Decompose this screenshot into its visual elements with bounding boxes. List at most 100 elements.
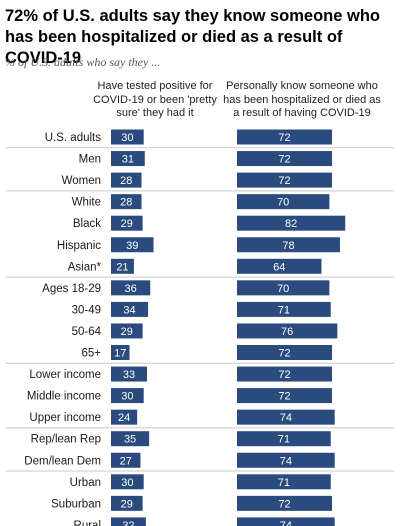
series-header-tested-positive: Have tested positive for COVID-19 or bee… (93, 80, 217, 119)
category-label-upper-income: Upper income (29, 412, 101, 424)
value-label-s2-women: 72 (278, 175, 290, 187)
category-label-ages-18-29: Ages 18-29 (42, 283, 101, 295)
bar-s2-men (237, 151, 333, 167)
bar-s1-white (111, 194, 142, 210)
bar-s2-middle-income (237, 388, 333, 404)
value-label-s1-dem-lean-dem: 27 (120, 455, 132, 467)
bar-s2-30-49 (237, 301, 331, 317)
value-label-s1-hispanic: 39 (126, 240, 138, 252)
value-label-s1-rep-lean-rep: 35 (124, 434, 136, 446)
value-label-s1-asian: 21 (116, 261, 128, 273)
category-label-dem-lean-dem: Dem/lean Dem (24, 455, 101, 467)
value-label-s2-50-64: 76 (281, 326, 293, 338)
bar-s1-rep-lean-rep (111, 431, 150, 447)
value-label-s2-men: 72 (278, 154, 290, 166)
bar-s1-50-64 (111, 323, 143, 339)
bar-s2-upper-income (237, 409, 335, 425)
value-label-s2-u-s-adults: 72 (278, 132, 290, 144)
bar-s1-suburban (111, 495, 143, 511)
value-label-s1-ages-18-29: 36 (124, 283, 136, 295)
value-label-s1-65: 17 (114, 348, 126, 360)
value-label-s2-upper-income: 74 (280, 412, 292, 424)
bar-s2-women (237, 172, 333, 188)
category-label-women: Women (62, 175, 101, 187)
bar-s1-65 (111, 345, 130, 360)
value-label-s2-middle-income: 72 (278, 391, 290, 403)
value-label-s2-lower-income: 72 (278, 369, 290, 381)
category-label-rep-lean-rep: Rep/lean Rep (31, 434, 101, 446)
bar-s2-u-s-adults (237, 129, 333, 145)
value-label-s2-hispanic: 78 (282, 240, 294, 252)
value-label-s1-rural: 32 (122, 520, 134, 526)
category-label-black: Black (73, 218, 101, 230)
value-label-s1-50-64: 29 (121, 326, 133, 338)
category-label-middle-income: Middle income (27, 391, 101, 403)
category-label-urban: Urban (70, 477, 101, 489)
value-label-s1-upper-income: 24 (118, 412, 130, 424)
value-label-s1-black: 29 (121, 218, 133, 230)
bar-s1-30-49 (111, 301, 149, 317)
bar-s1-dem-lean-dem (111, 452, 141, 468)
value-label-s2-rural: 74 (280, 520, 292, 526)
bar-s2-65 (237, 345, 333, 360)
category-label-white: White (72, 197, 101, 209)
bar-s2-dem-lean-dem (237, 452, 335, 468)
value-label-s1-middle-income: 30 (121, 391, 133, 403)
category-label-men: Men (79, 154, 101, 166)
bar-s1-hispanic (111, 237, 154, 253)
category-label-lower-income: Lower income (29, 369, 101, 381)
bar-s2-suburban (237, 495, 333, 511)
bar-s1-asian (111, 258, 134, 274)
value-label-s2-dem-lean-dem: 74 (280, 455, 292, 467)
category-label-30-49: 30-49 (72, 304, 101, 316)
bar-s2-ages-18-29 (237, 280, 330, 296)
value-label-s2-rep-lean-rep: 71 (278, 434, 290, 446)
bar-s2-50-64 (237, 323, 338, 339)
bar-s1-middle-income (111, 388, 144, 404)
bar-s2-urban (237, 474, 331, 490)
bar-s1-urban (111, 474, 144, 490)
category-label-suburban: Suburban (51, 498, 101, 510)
bar-s1-women (111, 172, 142, 188)
bar-s2-lower-income (237, 366, 333, 382)
value-label-s1-men: 31 (122, 154, 134, 166)
bar-s2-rep-lean-rep (237, 431, 331, 447)
chart-subtitle: % of U.S. adults who say they ... (5, 55, 161, 69)
value-label-s2-white: 70 (277, 197, 289, 209)
bar-s1-u-s-adults (111, 129, 144, 145)
value-label-s2-ages-18-29: 70 (277, 283, 289, 295)
value-label-s1-lower-income: 33 (123, 369, 135, 381)
category-label-65: 65+ (81, 348, 101, 360)
value-label-s1-urban: 30 (121, 477, 133, 489)
value-label-s1-white: 28 (120, 197, 132, 209)
category-label-50-64: 50-64 (72, 326, 102, 338)
value-label-s1-u-s-adults: 30 (121, 132, 133, 144)
value-label-s2-asian: 64 (273, 261, 285, 273)
bar-s1-ages-18-29 (111, 280, 151, 296)
category-label-u-s-adults: U.S. adults (45, 132, 101, 144)
value-label-s2-65: 72 (278, 348, 290, 360)
category-label-asian: Asian* (68, 261, 102, 273)
bar-s1-upper-income (111, 409, 138, 425)
chart-title: 72% of U.S. adults say they know someone… (5, 7, 381, 67)
bar-s1-black (111, 215, 143, 231)
bar-s2-rural (237, 517, 335, 526)
bar-s1-lower-income (111, 366, 147, 382)
value-label-s2-black: 82 (285, 218, 297, 230)
value-label-s2-suburban: 72 (278, 498, 290, 510)
value-label-s2-urban: 71 (278, 477, 290, 489)
bar-s2-black (237, 215, 346, 231)
category-label-hispanic: Hispanic (57, 240, 101, 252)
value-label-s1-suburban: 29 (121, 498, 133, 510)
bar-s1-rural (111, 517, 146, 526)
value-label-s1-women: 28 (120, 175, 132, 187)
series-header-know-hospitalized: Personally know someone who has been hos… (223, 80, 381, 119)
bar-s2-asian (237, 258, 322, 274)
bar-s1-men (111, 151, 145, 167)
bar-s2-hispanic (237, 237, 340, 253)
value-label-s2-30-49: 71 (278, 304, 290, 316)
category-label-rural: Rural (74, 520, 101, 526)
value-label-s1-30-49: 34 (123, 304, 135, 316)
bar-s2-white (237, 194, 330, 210)
